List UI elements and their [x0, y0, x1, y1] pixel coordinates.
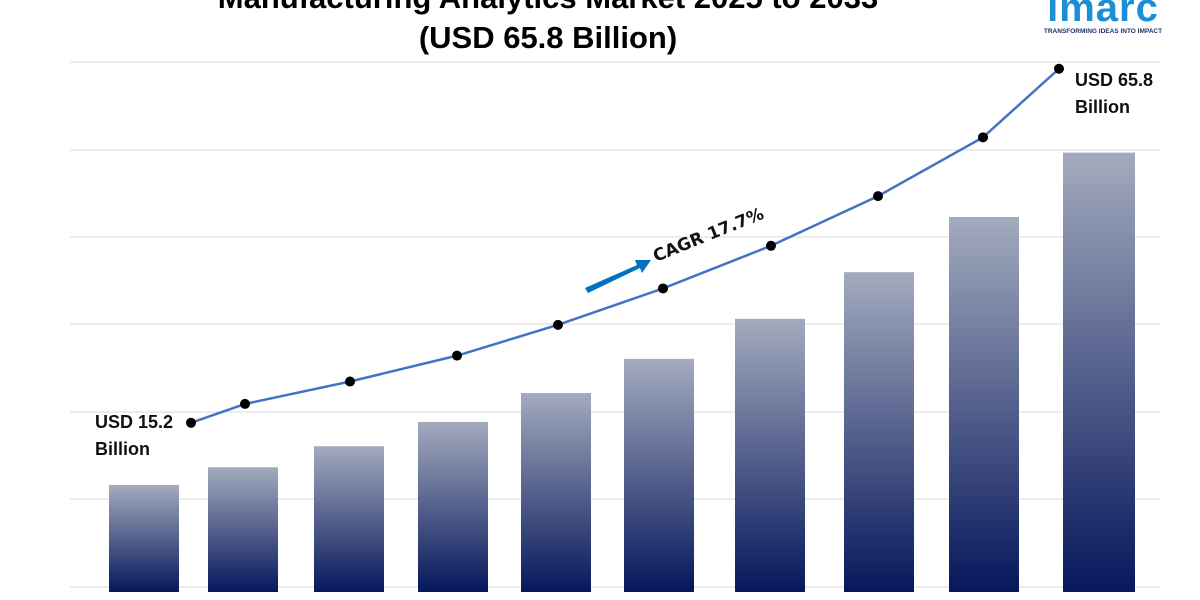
cagr-label: CAGR 17.7%: [650, 204, 767, 267]
marker-2026: [345, 376, 355, 387]
cagr-arrow: [585, 260, 651, 293]
first-value-line2: Billion: [95, 439, 150, 459]
trend-line-path: [190, 67, 1060, 424]
trend-line: [190, 67, 1060, 424]
marker-2027: [452, 350, 462, 361]
bar-2029: [624, 358, 694, 592]
marker-2029: [658, 283, 668, 294]
chart-title: Manufacturing Analytics Market 2025 to 2…: [0, 0, 1096, 58]
logo-tagline: TRANSFORMING IDEAS INTO IMPACT: [1043, 28, 1163, 35]
bar-2033: [1063, 152, 1135, 592]
bar-2030: [735, 318, 805, 592]
marker-2032: [978, 132, 988, 143]
last-value-line2: Billion: [1075, 97, 1130, 117]
trend-markers: [186, 63, 1064, 428]
imarc-logo: imarc TRANSFORMING IDEAS INTO IMPACT: [1028, 0, 1178, 40]
first-value-label: USD 15.2 Billion: [95, 412, 173, 459]
last-value-label: USD 65.8 Billion: [1075, 70, 1153, 117]
marker-2025: [240, 398, 250, 409]
first-value-line1: USD 15.2: [95, 412, 173, 432]
marker-2030: [766, 240, 776, 251]
bar-2028: [521, 393, 591, 592]
bar-2026: [314, 446, 384, 592]
logo-wordmark: imarc: [1047, 0, 1159, 30]
marker-2033: [1054, 63, 1064, 74]
last-value-line1: USD 65.8: [1075, 70, 1153, 90]
chart-title-line2: (USD 65.8 Billion): [418, 20, 678, 55]
chart-title-line1: Manufacturing Analytics Market 2025 to 2…: [0, 0, 1096, 18]
marker-2028: [553, 319, 563, 330]
cagr-annotation: CAGR 17.7%: [585, 204, 767, 293]
bar-2032: [949, 217, 1019, 592]
marker-2024: [186, 417, 196, 428]
bar-2027: [418, 421, 488, 592]
bar-2031: [844, 272, 914, 592]
bars: [109, 152, 1135, 592]
bar-2025: [208, 467, 278, 592]
marker-2031: [873, 191, 883, 202]
bar-2024: [109, 485, 179, 592]
